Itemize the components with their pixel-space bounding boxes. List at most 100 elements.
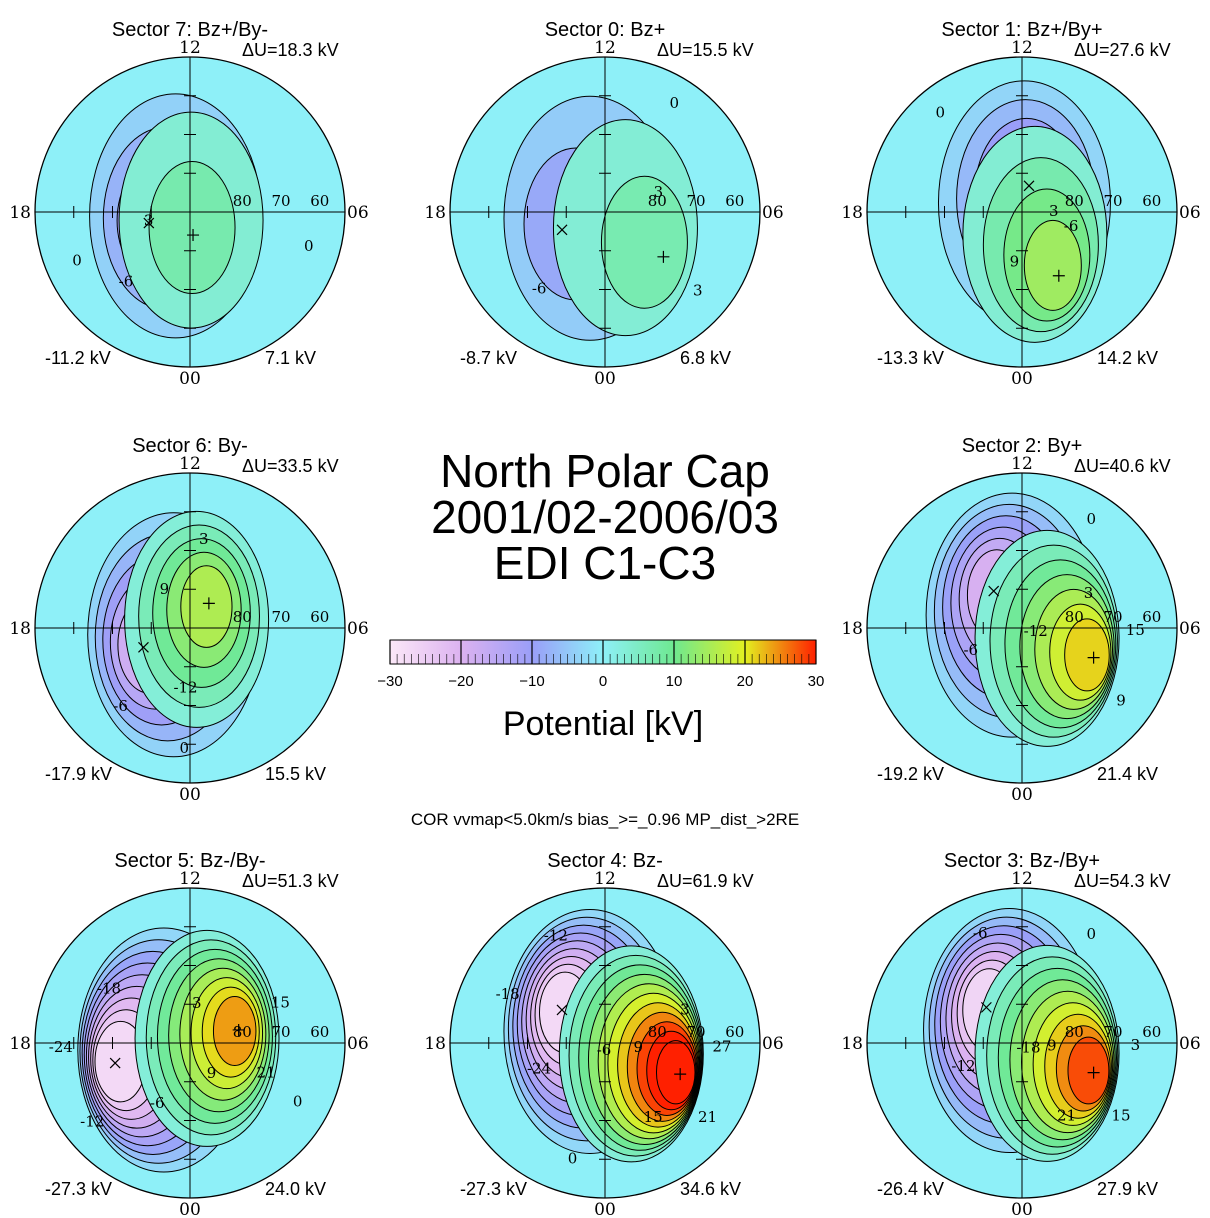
min-potential-label: -19.2 kV <box>877 764 944 784</box>
contour-label: 9 <box>207 1064 217 1082</box>
contour-label: 3 <box>693 281 703 299</box>
panel-title: Sector 7: Bz+/By- <box>112 19 268 41</box>
latitude-label: 80 <box>233 192 252 210</box>
latitude-label: 80 <box>648 1023 667 1041</box>
mlt-label-12: 12 <box>1011 454 1033 474</box>
min-marker-cross <box>138 641 149 653</box>
positive-contour <box>600 175 688 309</box>
contour-label: -6 <box>963 641 978 659</box>
contour-label: -18 <box>496 985 520 1003</box>
min-marker-cross <box>1023 180 1035 192</box>
positive-contour <box>655 1040 696 1105</box>
contour-label: 0 <box>293 1093 303 1111</box>
contour-label: 0 <box>1087 510 1097 528</box>
positive-contour <box>180 565 233 648</box>
contour-label: 3 <box>654 183 664 201</box>
latitude-label: 80 <box>1065 608 1084 626</box>
contour-label: 3 <box>1084 584 1094 602</box>
mlt-label-12: 12 <box>1011 38 1033 58</box>
colorbar-tick-label: 20 <box>737 673 754 690</box>
min-marker-cross <box>988 585 1000 597</box>
panel-title: Sector 6: By- <box>132 435 248 457</box>
contour-label: -6 <box>532 279 547 297</box>
mlt-label-00: 00 <box>1011 369 1033 389</box>
potential-field <box>937 80 1111 343</box>
delta-u-label: ΔU=18.3 kV <box>242 40 339 60</box>
latitude-label: 80 <box>1065 192 1084 210</box>
contour-label: -6 <box>150 1094 165 1112</box>
min-potential-label: -26.4 kV <box>877 1179 944 1199</box>
potential-field <box>89 93 264 339</box>
positive-contour <box>1067 1036 1110 1105</box>
contour-label: 0 <box>304 237 314 255</box>
mlt-label-06: 06 <box>347 1034 369 1054</box>
mlt-label-12: 12 <box>179 38 201 58</box>
contour-label: 3 <box>1049 202 1059 220</box>
min-potential-label: -13.3 kV <box>877 348 944 368</box>
max-potential-label: 14.2 kV <box>1097 348 1158 368</box>
contour-label: 0 <box>670 94 680 112</box>
mlt-label-18: 18 <box>424 1034 446 1054</box>
colorbar-tick-label: −20 <box>448 673 473 690</box>
latitude-label: 70 <box>272 608 291 626</box>
mlt-label-18: 18 <box>841 203 863 223</box>
colorbar-tick-label: 10 <box>666 673 683 690</box>
footnote: COR vvmap<5.0km/s bias_>=_0.96 MP_dist_>… <box>411 810 799 829</box>
contour-label: 15 <box>1126 621 1145 639</box>
mlt-label-12: 12 <box>179 454 201 474</box>
mlt-label-00: 00 <box>179 785 201 805</box>
delta-u-label: ΔU=51.3 kV <box>242 871 339 891</box>
contour-label: 3 <box>1131 1036 1141 1054</box>
max-potential-label: 6.8 kV <box>680 348 731 368</box>
min-marker-cross <box>143 217 155 229</box>
latitude-label: 60 <box>725 1023 744 1041</box>
positive-contour <box>148 161 236 295</box>
latitude-label: 70 <box>1104 608 1123 626</box>
contour-label: 9 <box>160 580 170 598</box>
contour-label: -18 <box>97 980 121 998</box>
contour-label: -12 <box>80 1113 104 1131</box>
colorbar-tick-label: −30 <box>377 673 402 690</box>
panel-title: Sector 4: Bz- <box>547 850 663 872</box>
contour-label: 3 <box>680 1000 690 1018</box>
colorbar: −30 −20 −10 0 10 20 30 Potential [kV] <box>377 639 824 743</box>
max-marker-plus <box>187 229 200 242</box>
max-marker-plus <box>674 1068 687 1081</box>
mlt-label-00: 00 <box>179 1200 201 1218</box>
max-potential-label: 34.6 kV <box>680 1179 741 1199</box>
potential-field <box>503 95 698 341</box>
min-marker-cross <box>556 1004 568 1016</box>
latitude-label: 60 <box>1142 192 1161 210</box>
max-marker-plus <box>1052 269 1065 282</box>
max-marker-plus <box>232 1023 245 1036</box>
contour-label: -24 <box>527 1060 551 1078</box>
latitude-label: 60 <box>310 192 329 210</box>
title-line-2: 2001/02-2006/03 <box>431 491 779 543</box>
polar-plot-sector-0: 80 70 60 12 00 18 06 3 -6 0 3 Sector 0: Bz+ΔU=15.5 … <box>424 19 783 389</box>
latitude-label: 70 <box>687 1023 706 1041</box>
contour-label: -6 <box>973 924 988 942</box>
panel-title: Sector 0: Bz+ <box>545 19 666 41</box>
contour-label: 21 <box>256 1064 275 1082</box>
delta-u-label: ΔU=54.3 kV <box>1074 871 1171 891</box>
mlt-label-00: 00 <box>594 369 616 389</box>
panel-title: Sector 3: Bz-/By+ <box>944 850 1100 872</box>
mlt-label-18: 18 <box>9 619 31 639</box>
contour-label: 9 <box>634 1038 644 1056</box>
mlt-label-12: 12 <box>594 38 616 58</box>
latitude-label: 60 <box>1142 608 1161 626</box>
min-potential-label: -11.2 kV <box>45 348 111 368</box>
delta-u-label: ΔU=33.5 kV <box>242 456 339 476</box>
mlt-label-00: 00 <box>179 369 201 389</box>
polar-plot-sector-6: 80 70 60 12 00 18 06 -12 -6 9 3 0 Sector 6: By-ΔU=33… <box>9 435 368 805</box>
polar-plot-sector-7: 80 70 60 12 00 18 06 0 -6 3 0 Sector 7: Bz+/By-ΔU=1… <box>9 19 368 389</box>
contour-label: 3 <box>192 994 202 1012</box>
mlt-label-00: 00 <box>1011 1200 1033 1218</box>
contour-label: -12 <box>1024 622 1048 640</box>
mlt-label-00: 00 <box>594 1200 616 1218</box>
contour-label: 9 <box>1010 252 1020 270</box>
max-marker-plus <box>657 250 670 263</box>
contour-label: 15 <box>271 994 290 1012</box>
